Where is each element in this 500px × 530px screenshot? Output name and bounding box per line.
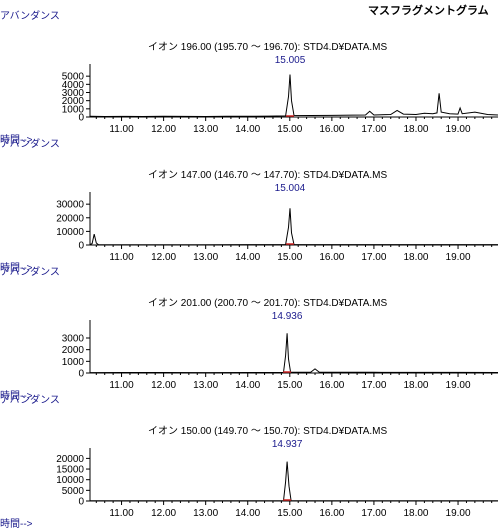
y-tick-label: 0 (78, 369, 84, 380)
y-tick-label: 20000 (56, 213, 84, 224)
x-tick-label: 12.00 (151, 252, 176, 263)
x-tick-label: 17.00 (361, 252, 386, 263)
x-tick-label: 13.00 (193, 124, 218, 135)
y-tick-label: 2000 (62, 345, 85, 356)
x-tick-label: 14.00 (235, 252, 260, 263)
y-tick-label: 10000 (56, 227, 84, 238)
y-tick-label: 2000 (62, 96, 85, 107)
x-tick-label: 17.00 (361, 380, 386, 391)
y-tick-label: 5000 (62, 486, 85, 497)
panel-title: イオン 147.00 (146.70 ～ 147.70): STD4.D¥DAT… (148, 169, 388, 181)
x-tick-label: 19.00 (446, 380, 471, 391)
x-tick-label: 15.00 (277, 380, 302, 391)
x-tick-label: 14.00 (235, 380, 260, 391)
x-tick-label: 17.00 (361, 508, 386, 519)
x-tick-label: 11.00 (109, 508, 134, 519)
x-tick-label: 11.00 (109, 124, 134, 135)
ylabel-abundance: アバンダンス (0, 265, 60, 278)
peak-label: 15.005 (275, 55, 306, 66)
xlabel-time: 時間--> (0, 518, 33, 530)
x-tick-label: 11.00 (109, 380, 134, 391)
x-tick-label: 19.00 (446, 252, 471, 263)
y-tick-label: 30000 (56, 200, 84, 211)
x-tick-label: 15.00 (277, 252, 302, 263)
x-tick-label: 11.00 (109, 252, 134, 263)
x-tick-label: 12.00 (151, 124, 176, 135)
y-tick-label: 5000 (62, 72, 85, 83)
x-tick-label: 12.00 (151, 380, 176, 391)
x-tick-label: 12.00 (151, 508, 176, 519)
x-tick-label: 15.00 (277, 124, 302, 135)
y-tick-label: 1000 (62, 104, 85, 115)
x-tick-label: 17.00 (361, 124, 386, 135)
y-tick-label: 3000 (62, 88, 85, 99)
x-tick-label: 13.00 (193, 380, 218, 391)
y-tick-label: 0 (78, 241, 84, 252)
peak-label: 14.936 (272, 311, 303, 322)
ylabel-abundance: アバンダンス (0, 9, 60, 22)
x-tick-label: 13.00 (193, 252, 218, 263)
x-tick-label: 14.00 (235, 124, 260, 135)
panel-title: イオン 150.00 (149.70 ～ 150.70): STD4.D¥DAT… (148, 425, 388, 437)
y-tick-label: 3000 (62, 334, 85, 345)
ion-trace (89, 333, 499, 374)
x-tick-label: 18.00 (403, 508, 428, 519)
x-tick-label: 18.00 (403, 380, 428, 391)
x-tick-label: 18.00 (403, 124, 428, 135)
xlabel-time: 時間--> (0, 390, 33, 402)
x-tick-label: 14.00 (235, 508, 260, 519)
ion-trace (89, 74, 499, 118)
y-tick-label: 15000 (56, 465, 84, 476)
x-tick-label: 16.00 (319, 124, 344, 135)
page-title: マスフラグメントグラム (368, 5, 489, 17)
y-tick-label: 4000 (62, 80, 85, 91)
peak-label: 15.004 (275, 183, 306, 194)
x-tick-label: 16.00 (319, 508, 344, 519)
x-tick-label: 13.00 (193, 508, 218, 519)
ion-trace (89, 208, 498, 246)
xlabel-time: 時間--> (0, 262, 33, 274)
ylabel-abundance: アバンダンス (0, 393, 60, 406)
ion-trace (90, 461, 498, 502)
xlabel-time: 時間--> (0, 134, 33, 146)
x-tick-label: 19.00 (446, 124, 471, 135)
y-tick-label: 0 (78, 497, 84, 508)
y-tick-label: 0 (78, 113, 84, 124)
x-tick-label: 15.00 (277, 508, 302, 519)
x-tick-label: 16.00 (319, 380, 344, 391)
ylabel-abundance: アバンダンス (0, 137, 60, 150)
y-tick-label: 10000 (56, 475, 84, 486)
panel-title: イオン 201.00 (200.70 ～ 201.70): STD4.D¥DAT… (148, 297, 388, 309)
x-tick-label: 18.00 (403, 252, 428, 263)
peak-label: 14.937 (272, 439, 303, 450)
x-tick-label: 19.00 (446, 508, 471, 519)
x-tick-label: 16.00 (319, 252, 344, 263)
y-tick-label: 1000 (62, 357, 85, 368)
y-tick-label: 20000 (56, 454, 84, 465)
panel-title: イオン 196.00 (195.70 ～ 196.70): STD4.D¥DAT… (148, 41, 388, 53)
